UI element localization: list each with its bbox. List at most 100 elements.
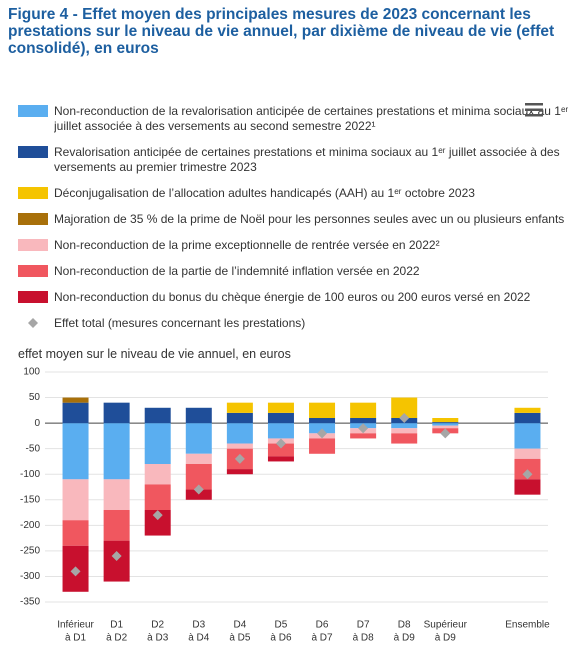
legend: Non-reconduction de la revalorisation an… [18,104,574,342]
y-tick-label: 50 [29,392,41,403]
bar-segment [103,510,130,541]
x-tick-label: à D3 [147,633,169,644]
y-tick-label: -250 [20,546,40,557]
legend-label: Non-reconduction de la partie de l’indem… [54,264,420,278]
bar-segment [62,397,89,403]
legend-swatch [18,213,48,225]
chart-title: Figure 4 - Effet moyen des principales m… [8,6,555,57]
y-tick-label: -50 [26,443,41,454]
bar-segment [514,448,541,459]
total-marker [399,413,410,423]
bar-segment [62,520,89,546]
total-marker [317,428,328,439]
legend-label: Revalorisation anticipée de certaines pr… [54,145,560,174]
legend-swatch [18,265,48,277]
legend-label: Non-reconduction de la prime exceptionne… [54,238,440,252]
total-marker [358,423,369,434]
legend-swatch [18,317,48,329]
legend-diamond [28,318,38,328]
legend-item: Effet total (mesures concernant les pres… [18,316,574,331]
x-tick-label: Supérieur [424,620,468,631]
y-tick-label: -300 [20,571,40,582]
legend-item: Non-reconduction du bonus du chèque éner… [18,290,574,305]
bar-segment [185,423,212,454]
bar-segment [391,397,418,418]
bar-segment [185,407,212,424]
bar-segment [226,469,253,475]
bar-segment [514,412,541,424]
total-marker [234,453,245,464]
bar-segment [267,412,294,424]
x-tick-label: à D8 [353,633,375,644]
legend-label: Effet total (mesures concernant les pres… [54,316,306,330]
y-axis-label: effet moyen sur le niveau de vie annuel,… [18,347,291,361]
legend-item: Non-reconduction de la revalorisation an… [18,104,574,134]
total-marker [193,484,204,495]
legend-swatch [18,146,48,158]
legend-marker [28,318,38,328]
x-tick-label: D6 [316,620,329,631]
x-tick-label: D4 [233,620,246,631]
bar-segment [103,402,130,424]
bar-segment [144,464,171,485]
menu-bar [525,114,543,117]
menu-bar [525,103,543,106]
bar-segment [267,423,294,439]
x-tick-label: à D5 [229,633,251,644]
bar-segment [62,423,89,480]
legend-swatch [18,105,48,117]
legend-item: Revalorisation anticipée de certaines pr… [18,145,574,175]
y-tick-label: -150 [20,494,40,505]
legend-label: Déconjugalisation de l’allocation adulte… [54,186,475,200]
legend-label: Majoration de 35 % de la prime de Noël p… [54,212,565,226]
bar-segment [144,423,171,464]
x-tick-label: à D1 [65,633,87,644]
x-tick-label: D5 [275,620,288,631]
total-marker [70,566,81,577]
menu-icon[interactable] [524,102,544,118]
bar-segment [391,433,418,444]
bar-segment [267,402,294,413]
bar-segment [185,489,212,500]
x-tick-label: D7 [357,620,370,631]
bar-segment [144,407,171,424]
bar-segment [432,425,459,429]
y-tick-label: -350 [20,597,40,608]
x-tick-label: à D9 [394,633,416,644]
bar-segment [62,402,89,424]
menu-bar [525,108,543,111]
total-marker [152,510,163,521]
bar-segment [309,402,336,418]
total-marker [275,438,286,449]
bar-segment [391,423,418,429]
legend-label: Non-reconduction de la revalorisation an… [54,104,569,133]
total-marker [111,551,122,561]
x-tick-label: à D7 [311,633,333,644]
legend-swatch [18,291,48,303]
bar-segment [309,438,336,454]
total-marker [522,469,533,480]
bar-segment [226,412,253,424]
x-tick-label: D2 [151,620,164,631]
bar-segment [226,443,253,449]
bar-segment [514,479,541,495]
bar-segment [309,423,336,434]
legend-label: Non-reconduction du bonus du chèque éner… [54,290,531,304]
x-tick-label: D1 [110,620,123,631]
bar-segment [350,418,377,424]
bar-segment [185,453,212,464]
bar-segment [391,428,418,434]
bar-segment [350,402,377,418]
legend-item: Déconjugalisation de l’allocation adulte… [18,186,574,201]
bar-segment [267,456,294,462]
x-tick-label: à D9 [435,633,457,644]
total-marker [440,428,451,439]
bar-segment [514,407,541,413]
bar-segment [432,423,459,426]
x-tick-label: D8 [398,620,411,631]
legend-swatch [18,187,48,199]
bar-segment [432,422,459,424]
legend-item: Non-reconduction de la partie de l’indem… [18,264,574,279]
